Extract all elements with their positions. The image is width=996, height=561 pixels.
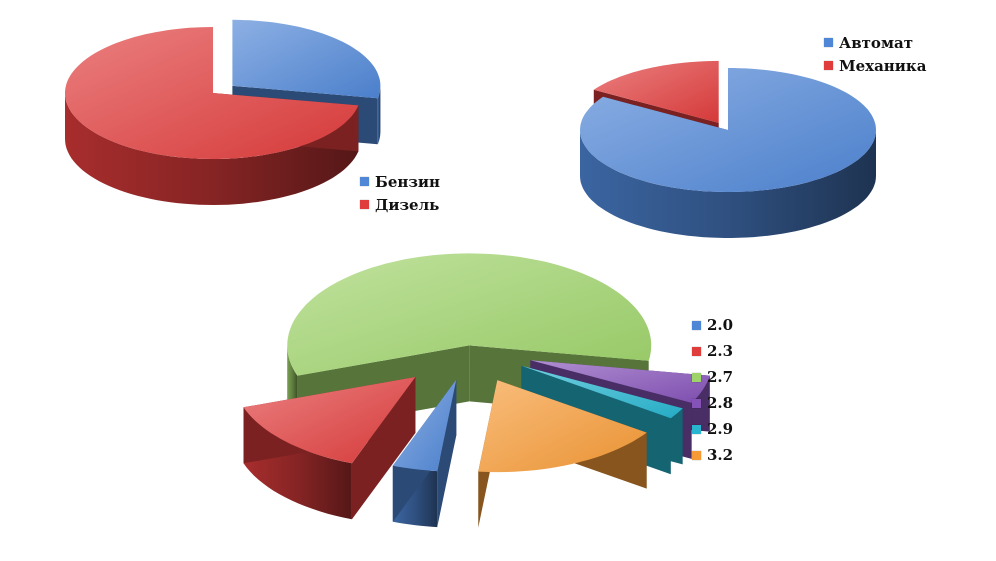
legend-engine-volume: 2.0 2.3 2.7 2.8 2.9 3.2 xyxy=(692,312,733,468)
pie-chart-engine-volume xyxy=(243,253,710,528)
slice-top xyxy=(478,380,647,473)
legend-swatch xyxy=(360,177,369,186)
legend-swatch xyxy=(824,38,833,47)
legend-label: 2.3 xyxy=(707,342,734,360)
legend-fuel: Бензин Дизель xyxy=(360,170,440,216)
legend-item-dizel: Дизель xyxy=(360,193,440,216)
slice-2-3 xyxy=(243,377,416,520)
legend-item-mehanika: Механика xyxy=(824,54,926,77)
legend-item-avtomat: Автомат xyxy=(824,31,926,54)
slice-top xyxy=(243,377,416,464)
slice-Дизель xyxy=(65,27,359,205)
slice-top xyxy=(580,68,876,192)
slice-3-2 xyxy=(478,380,647,528)
legend-label: Механика xyxy=(839,56,927,75)
legend-item-2-3: 2.3 xyxy=(692,338,733,364)
legend-label: Бензин xyxy=(375,172,441,191)
legend-item-3-2: 3.2 xyxy=(692,442,733,468)
legend-item-2-7: 2.7 xyxy=(692,364,733,390)
legend-swatch xyxy=(692,320,701,330)
legend-item-2-9: 2.9 xyxy=(692,416,733,442)
legend-item-benzin: Бензин xyxy=(360,170,440,193)
legend-label: 2.8 xyxy=(707,394,734,412)
slice-top xyxy=(521,365,683,419)
slice-side xyxy=(377,85,381,145)
legend-label: 2.0 xyxy=(707,316,734,334)
legend-swatch xyxy=(692,398,701,408)
legend-swatch xyxy=(692,372,701,382)
legend-swatch xyxy=(692,424,701,434)
slice-top xyxy=(530,360,710,403)
legend-label: 2.7 xyxy=(707,368,734,386)
legend-swatch xyxy=(692,346,701,356)
legend-swatch xyxy=(360,200,369,209)
legend-item-2-0: 2.0 xyxy=(692,312,733,338)
slice-side xyxy=(580,130,876,238)
slice-top xyxy=(392,379,457,472)
slice-top xyxy=(593,60,719,123)
slice-top xyxy=(287,253,652,376)
slice-top xyxy=(232,19,381,99)
slice-top xyxy=(65,27,359,159)
legend-transmission: Автомат Механика xyxy=(824,31,926,77)
legend-label: Автомат xyxy=(839,33,913,52)
slice-Автомат xyxy=(580,68,876,238)
pie-chart-fuel xyxy=(65,19,381,205)
legend-swatch xyxy=(692,450,701,460)
legend-label: 2.9 xyxy=(707,420,734,438)
legend-item-2-8: 2.8 xyxy=(692,390,733,416)
pie-chart-transmission xyxy=(580,60,876,238)
legend-label: 3.2 xyxy=(707,446,734,464)
legend-swatch xyxy=(824,61,833,70)
slice-2-0 xyxy=(392,379,457,528)
slice-side xyxy=(65,93,359,205)
legend-label: Дизель xyxy=(375,195,440,214)
